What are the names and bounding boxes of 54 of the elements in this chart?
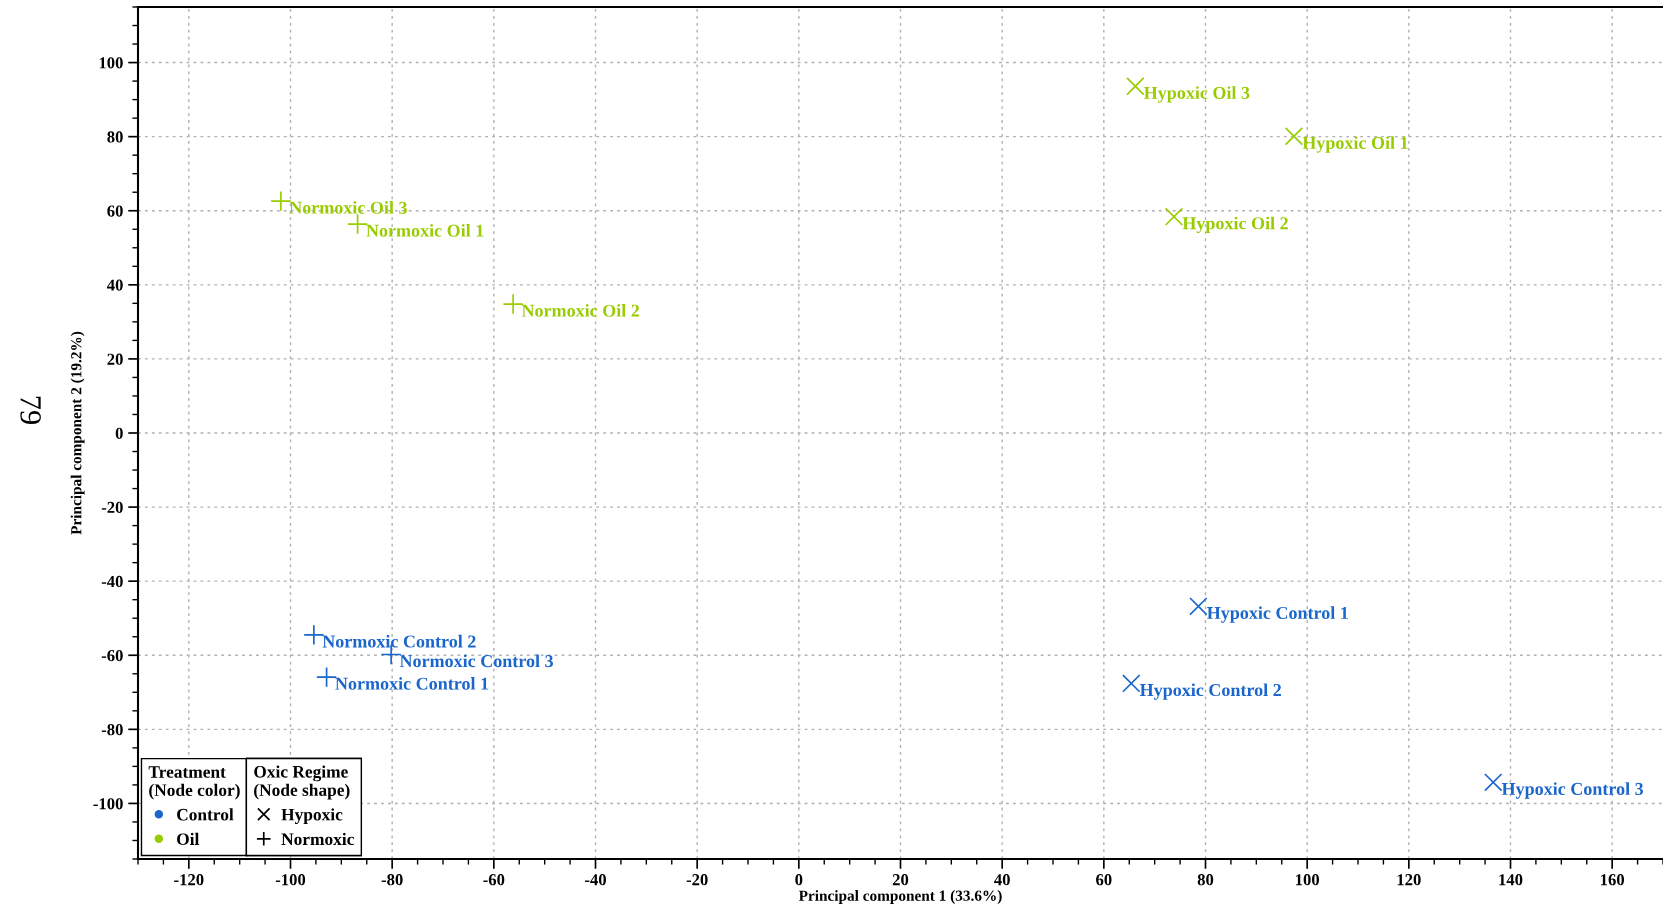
y-tick-label: -80 (101, 724, 123, 736)
y-tick-label: 100 (99, 57, 123, 69)
x-tick-label: 0 (795, 874, 803, 886)
y-tick-label: 0 (115, 427, 123, 439)
text: Treatment (Node color) (148, 766, 240, 800)
x-tick-label: 140 (1499, 874, 1523, 886)
point (502, 293, 524, 315)
annotation: Hypoxic Oil 1 (1302, 136, 1408, 153)
x-tick-label: -40 (585, 874, 606, 886)
x-tick-label: 100 (1296, 874, 1320, 886)
point (1164, 207, 1184, 226)
y-tick-label: 20 (107, 353, 123, 365)
annotation: Normoxic Control 1 (335, 677, 489, 690)
y-tick-label: 60 (107, 205, 123, 217)
point (1126, 77, 1145, 96)
annotation: Normoxic Oil 1 (366, 224, 484, 237)
x-tick-label: -120 (174, 874, 204, 886)
annotation: Hypoxic Oil 2 (1182, 216, 1288, 234)
legend-label: Normoxic (281, 832, 354, 846)
x-tick-label: 40 (994, 874, 1010, 886)
y-tick-label: 80 (107, 131, 123, 143)
annotation: Hypoxic Control 1 (1207, 606, 1348, 623)
x-tick-label: -60 (483, 874, 505, 886)
legend-label: Control (177, 808, 234, 821)
text: Oxic Regime (Node shape) (254, 765, 350, 800)
y-axis-title: Principal component 2 (19.2%) (70, 331, 85, 535)
point (1284, 127, 1304, 146)
y-tick-label: -60 (101, 649, 123, 662)
annotation: Normoxic Control 3 (399, 654, 553, 668)
x-axis-title: Principal component 1 (33.6%) (798, 890, 1002, 904)
legend-label: Hypoxic (281, 808, 343, 825)
y-tick-label: -100 (93, 798, 123, 810)
x-tick-label: -20 (686, 874, 708, 886)
y-tick-label: 40 (106, 279, 123, 291)
legend-label: Oil (177, 832, 200, 846)
x-tick-label: 60 (1096, 874, 1112, 886)
x-tick-label: 80 (1197, 874, 1214, 886)
x-tick-label: 120 (1397, 874, 1421, 886)
annotation: Hypoxic Control 3 (1501, 782, 1644, 799)
x-tick-label: -80 (381, 874, 403, 886)
annotation: Hypoxic Oil 3 (1143, 86, 1250, 103)
x-tick-label: -100 (275, 874, 306, 886)
x-tick-label: 160 (1601, 874, 1625, 886)
annotation: Normoxic Oil 2 (521, 304, 640, 317)
annotation: Normoxic Control 2 (322, 634, 476, 648)
text: 79 (20, 396, 41, 425)
annotation: Normoxic Oil 3 (289, 201, 407, 214)
x-tick-label: 20 (892, 874, 909, 886)
point (1484, 773, 1503, 792)
annotation: Hypoxic Control 2 (1139, 683, 1281, 700)
point (1189, 597, 1208, 616)
point (1122, 674, 1141, 693)
y-tick-label: -40 (101, 575, 123, 588)
y-tick-label: -20 (101, 501, 123, 514)
